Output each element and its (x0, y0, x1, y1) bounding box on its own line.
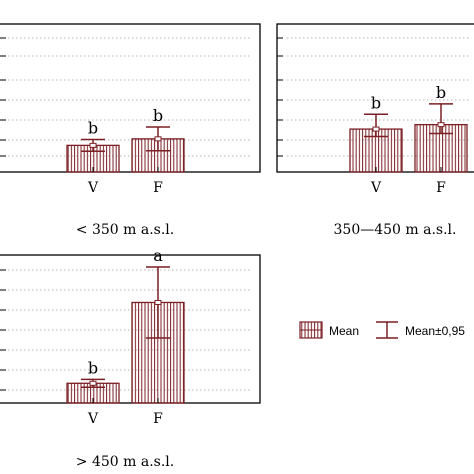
panel-caption: 350—450 m a.s.l. (334, 222, 457, 238)
mean-marker (154, 299, 162, 305)
mean-marker (372, 126, 380, 132)
x-tick-label: F (153, 411, 163, 427)
legend: Mean Mean±0,95 (299, 321, 465, 339)
significance-letter: a (153, 246, 163, 265)
bar-F (414, 123, 468, 173)
x-tick-label: F (436, 180, 446, 196)
significance-letter: b (88, 358, 98, 377)
mean-marker (154, 136, 162, 142)
panel-caption: > 450 m a.s.l. (76, 454, 174, 470)
x-tick-label: V (87, 411, 99, 427)
mean-marker (437, 122, 445, 128)
legend-mean-label: Mean (329, 324, 359, 338)
x-tick-label: V (87, 180, 99, 196)
mean-marker (89, 380, 97, 386)
legend-ci-label: Mean±0,95 (405, 324, 465, 338)
panel-above-450: b Va F (0, 246, 261, 427)
x-tick-label: F (153, 180, 163, 196)
mean-marker (89, 142, 97, 148)
significance-letter: b (436, 83, 446, 102)
significance-letter: b (371, 93, 381, 112)
panel-below-350: b Vb F (0, 23, 261, 196)
plot-frame (0, 254, 261, 404)
significance-letter: b (88, 118, 98, 137)
panel-caption: < 350 m a.s.l. (76, 222, 174, 238)
panel-350-450: b Vb F (276, 23, 474, 196)
significance-letter: b (153, 106, 163, 125)
plot-frame (0, 23, 261, 173)
x-tick-label: V (370, 180, 382, 196)
